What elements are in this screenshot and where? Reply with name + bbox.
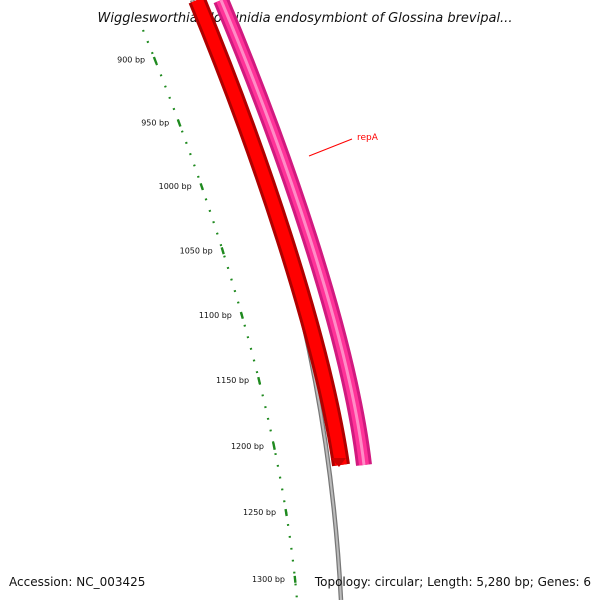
ruler-label: 1250 bp [243, 508, 276, 517]
repA-label: repA [357, 133, 379, 143]
topology-summary: Topology: circular; Length: 5,280 bp; Ge… [314, 575, 591, 589]
ruler-label: 1150 bp [216, 376, 249, 385]
repA-leader-line [308, 138, 353, 157]
ruler-major-tick [220, 247, 225, 255]
map-footer: Accession: NC_003425 Topology: circular;… [9, 575, 591, 589]
map-title: Wigglesworthia glossinidia endosymbiont … [98, 11, 513, 26]
ruler-track: 900 bp 950 bp 1000 bp 1050 bp 1100 bp 1150 bp… [117, 29, 299, 600]
ruler-label: 1300 bp [252, 575, 285, 584]
feature-red-body [191, 0, 347, 466]
ruler-label: 900 bp [117, 56, 145, 65]
ruler-major-tick [293, 575, 297, 583]
feature-repA[interactable]: repA [213, 0, 379, 466]
ruler-label: 950 bp [141, 119, 169, 128]
feature-repA-shadow [213, 0, 372, 466]
ruler-major-tick [257, 376, 262, 385]
ruler-major-tick [239, 311, 244, 320]
ruler-major-tick [272, 442, 276, 450]
accession-label: Accession: NC_003425 [9, 575, 145, 589]
ruler-label: 1200 bp [231, 442, 264, 451]
feature-repA-highlight [219, 0, 366, 466]
ruler-major-tick [152, 56, 158, 64]
ruler-label: 1100 bp [199, 311, 232, 320]
feature-red-arrowhead [331, 458, 346, 467]
feature-red[interactable] [188, 0, 350, 467]
ruler-label: 1050 bp [180, 246, 213, 255]
ruler-major-tick [199, 183, 205, 191]
ruler-major-tick [284, 508, 288, 517]
ruler-label: 1000 bp [159, 182, 192, 191]
ruler-major-tick [176, 119, 182, 127]
